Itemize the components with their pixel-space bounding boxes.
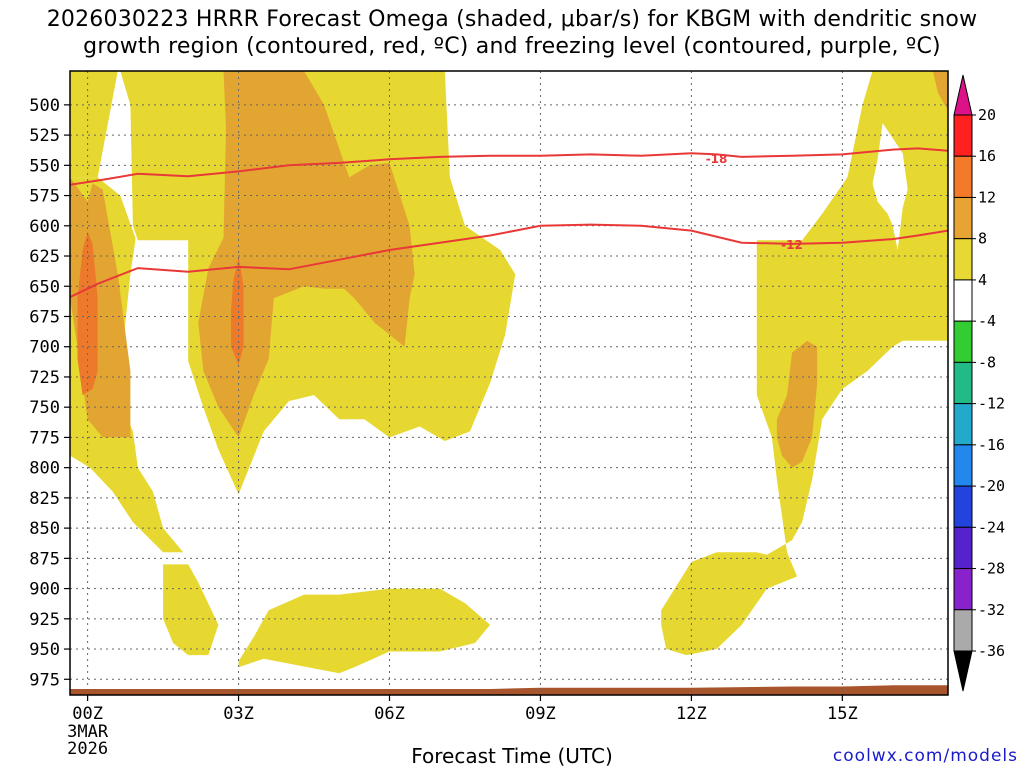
colorbar-segment-2 xyxy=(953,196,973,240)
y-tick-label-975: 975 xyxy=(29,670,60,690)
colorbar-segment-8 xyxy=(953,444,973,487)
colorbar-segment-6 xyxy=(953,361,973,405)
y-tick-label-550: 550 xyxy=(29,156,60,176)
colorbar-label-4: 4 xyxy=(978,271,987,289)
y-tick-label-525: 525 xyxy=(29,126,60,146)
colorbar-bottom-arrow xyxy=(953,650,973,692)
credit-link[interactable]: coolwx.com/models xyxy=(832,746,1018,766)
x-tick-label-09Z: 09Z xyxy=(525,704,556,724)
y-tick-label-600: 600 xyxy=(29,217,60,237)
omega-region-12-16-0 xyxy=(77,231,98,396)
colorbar-label--8: -8 xyxy=(978,353,996,371)
colorbar-label--36: -36 xyxy=(978,642,1005,660)
x-tick-label-06Z: 06Z xyxy=(374,704,405,724)
x-tick-label-15Z: 15Z xyxy=(827,704,858,724)
colorbar-segment-9 xyxy=(953,485,973,528)
title-line-2: growth region (contoured, red, ºC) and f… xyxy=(83,34,941,59)
contour-label--18: -18 xyxy=(706,152,728,166)
omega-region-8-12-3 xyxy=(932,71,948,111)
colorbar-label--16: -16 xyxy=(978,436,1005,454)
y-tick-label-825: 825 xyxy=(29,489,60,509)
colorbar-segment-7 xyxy=(953,403,973,446)
x-tick-sublabel-2026: 2026 xyxy=(67,739,108,759)
x-tick-label-12Z: 12Z xyxy=(676,704,707,724)
colorbar-segment-12 xyxy=(953,609,973,652)
y-tick-label-925: 925 xyxy=(29,610,60,630)
colorbar-label--28: -28 xyxy=(978,560,1005,578)
y-tick-label-725: 725 xyxy=(29,368,60,388)
y-tick-label-900: 900 xyxy=(29,580,60,600)
dgz-contour--12 xyxy=(70,223,948,299)
y-tick-label-500: 500 xyxy=(29,96,60,116)
colorbar-segment-1 xyxy=(953,155,973,198)
colorbar-label--24: -24 xyxy=(978,518,1005,536)
omega-region-blank-0 xyxy=(872,123,908,250)
x-axis-label: Forecast Time (UTC) xyxy=(411,744,613,768)
colorbar-segment-11 xyxy=(953,568,973,611)
colorbar-label--20: -20 xyxy=(978,477,1005,495)
omega-region-4-8-6 xyxy=(238,588,491,674)
title-line-1: 2026030223 HRRR Forecast Omega (shaded, … xyxy=(46,7,978,32)
colorbar-label-12: 12 xyxy=(978,188,996,206)
colorbar-label--12: -12 xyxy=(978,395,1005,413)
omega-region-12-16-1 xyxy=(231,256,244,365)
omega-region-4-8-2 xyxy=(70,71,118,178)
x-tick-label-03Z: 03Z xyxy=(223,704,254,724)
colorbar-label-16: 16 xyxy=(978,147,996,165)
dgz-contour--18 xyxy=(70,147,948,186)
colorbar-segment-4 xyxy=(953,279,973,322)
y-tick-label-650: 650 xyxy=(29,277,60,297)
contour-label--12: -12 xyxy=(781,238,803,252)
colorbar-label--4: -4 xyxy=(978,312,996,330)
colorbar-segment-0 xyxy=(953,114,973,157)
y-tick-label-750: 750 xyxy=(29,398,60,418)
y-tick-label-800: 800 xyxy=(29,459,60,479)
chart-title: 2026030223 HRRR Forecast Omega (shaded, … xyxy=(0,6,1024,60)
y-tick-label-625: 625 xyxy=(29,247,60,267)
x-tick-label-00Z: 00Z xyxy=(72,704,103,724)
x-tick-sublabel-3MAR: 3MAR xyxy=(67,722,109,742)
y-tick-label-875: 875 xyxy=(29,549,60,569)
y-tick-label-575: 575 xyxy=(29,187,60,207)
plot-frame xyxy=(69,70,949,696)
colorbar-label-8: 8 xyxy=(978,230,987,248)
omega-region-8-12-2 xyxy=(776,340,818,468)
colorbar-label-20: 20 xyxy=(978,106,996,124)
colorbar-label--32: -32 xyxy=(978,601,1005,619)
colorbar-top-arrow xyxy=(953,74,973,116)
colorbar-segment-5 xyxy=(953,320,973,363)
y-tick-label-850: 850 xyxy=(29,519,60,539)
y-tick-label-700: 700 xyxy=(29,338,60,358)
y-tick-label-775: 775 xyxy=(29,428,60,448)
colorbar-segment-10 xyxy=(953,526,973,570)
omega-region-surface-0 xyxy=(70,685,948,695)
y-tick-label-950: 950 xyxy=(29,640,60,660)
y-tick-label-675: 675 xyxy=(29,307,60,327)
omega-region-4-8-5 xyxy=(163,564,219,656)
colorbar-segment-3 xyxy=(953,238,973,281)
omega-region-8-12-1 xyxy=(198,71,415,438)
